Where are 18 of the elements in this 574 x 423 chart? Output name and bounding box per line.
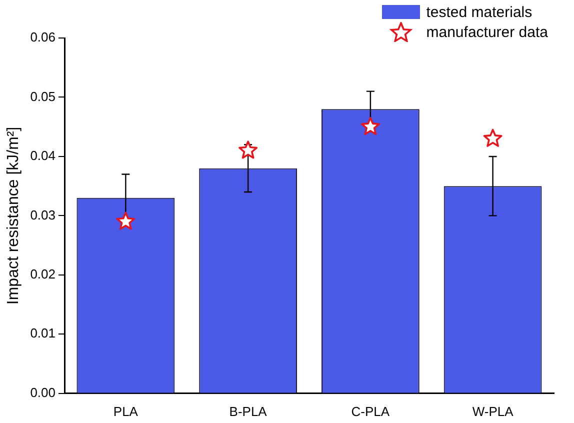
legend-label: tested materials bbox=[426, 4, 532, 20]
y-axis-title: Impact resistance [kJ/m²] bbox=[5, 126, 22, 305]
point bbox=[116, 212, 136, 230]
y-tick-label: 0.04 bbox=[30, 148, 56, 164]
y-tick-label: 0.02 bbox=[30, 266, 56, 282]
x-tick-label: PLA bbox=[113, 404, 138, 419]
x-tick-label: B-PLA bbox=[229, 404, 268, 419]
point bbox=[483, 128, 502, 147]
point bbox=[360, 116, 380, 136]
x-tick-label: W-PLA bbox=[472, 404, 514, 419]
y-tick-label: 0.05 bbox=[30, 88, 56, 104]
y-tick-label: 0.03 bbox=[30, 207, 56, 222]
y-tick-label: 0.06 bbox=[30, 30, 56, 45]
point bbox=[238, 140, 258, 159]
x-tick-label: C-PLA bbox=[351, 404, 390, 419]
y-tick-label: 0.01 bbox=[30, 326, 56, 341]
y-tick-label: 0.00 bbox=[30, 384, 56, 400]
legend-label: manufacturer data bbox=[426, 24, 548, 40]
